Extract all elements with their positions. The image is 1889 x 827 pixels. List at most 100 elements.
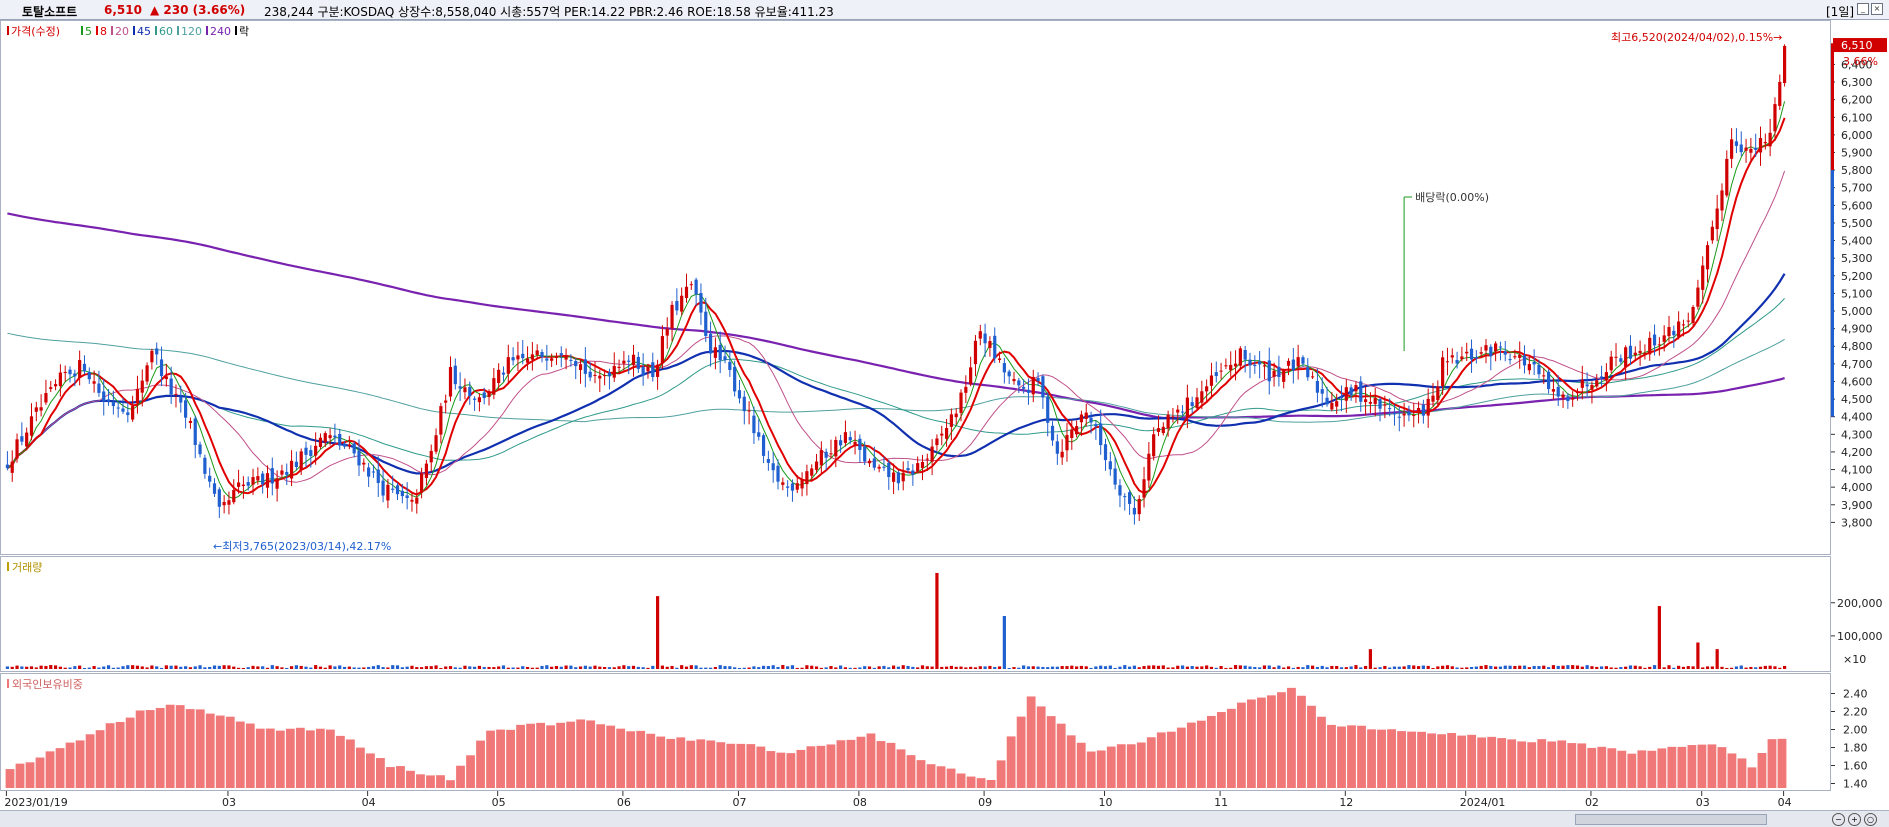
zoom-reset-icon[interactable]: ○ [1864, 813, 1877, 826]
x-tick-label: 03 [222, 796, 236, 809]
foreign-bar [325, 729, 335, 788]
volume-bar [1556, 665, 1560, 669]
price-pane[interactable]: 가격(수정) 5 8 20 45 60 120 240 락 최고6,520(2024/04/02)… [0, 20, 1831, 555]
candle [280, 464, 284, 480]
foreign-bar [1267, 695, 1276, 788]
y-tick-label: 6,000 [1841, 129, 1873, 142]
volume-bar [993, 666, 997, 669]
volume-bar [612, 667, 616, 669]
foreign-bar [1116, 744, 1126, 788]
candle [1152, 427, 1156, 461]
foreign-bar [1467, 734, 1477, 788]
foreign-bar [916, 760, 926, 788]
horizontal-scrollbar[interactable] [1575, 814, 1767, 825]
volume-bar [1754, 667, 1758, 669]
foreign-bar [986, 780, 996, 788]
foreign-bar [1287, 687, 1296, 788]
foreign-chart[interactable]: 외국인보유비중 [1, 674, 1830, 790]
x-tick-label: 2023/01/19 [4, 796, 67, 809]
volume-bar [545, 665, 549, 669]
volume-bar [1715, 649, 1719, 669]
candle [1725, 150, 1729, 198]
volume-bar [1730, 667, 1734, 669]
zoom-in-icon[interactable]: + [1848, 813, 1861, 826]
candle [1657, 337, 1661, 356]
volume-chart[interactable]: 거래량 [1, 557, 1830, 671]
foreign-pane[interactable]: 외국인보유비중 [0, 673, 1831, 791]
volume-bar [1643, 667, 1647, 669]
candle [1180, 405, 1185, 417]
candle [1710, 220, 1714, 244]
candle [1378, 397, 1382, 422]
foreign-bar [836, 740, 846, 788]
volume-bar [39, 665, 43, 669]
foreign-bar [25, 762, 35, 788]
candle [1127, 490, 1132, 515]
volume-bar [1195, 666, 1199, 669]
volume-bar [665, 666, 669, 669]
candle [472, 396, 477, 411]
volume-bar [347, 666, 351, 669]
last-price-box [1833, 38, 1887, 53]
volume-bar [728, 666, 732, 669]
volume-bar [362, 667, 366, 669]
candle [415, 489, 419, 514]
candle [786, 480, 790, 497]
ma-45-line [6, 273, 1786, 475]
foreign-bar [1297, 695, 1306, 788]
price-chart[interactable]: 가격(수정) 5 8 20 45 60 120 240 락 최고6,520(2024/04/02)… [1, 21, 1830, 554]
candle [1691, 305, 1695, 327]
candle [135, 375, 140, 414]
minimize-icon[interactable]: _ [1857, 3, 1869, 15]
period-selector[interactable]: [1일] [1826, 5, 1855, 19]
y-tick-label: 4,300 [1841, 428, 1873, 441]
candle [969, 356, 973, 387]
candle [1773, 97, 1777, 141]
foreign-bar [1036, 706, 1046, 788]
candle [800, 472, 804, 497]
x-tick-label: 10 [1099, 796, 1113, 809]
volume-bar [718, 665, 722, 669]
candle [906, 460, 910, 474]
candle [853, 430, 857, 455]
volume-bar [1402, 666, 1406, 669]
ma-120-line [7, 332, 1785, 423]
candle [1599, 365, 1604, 387]
high-annotation: 최고6,520(2024/04/02),0.15%→ [1611, 31, 1782, 44]
foreign-bar [716, 742, 726, 788]
candle [338, 428, 342, 450]
volume-pane[interactable]: 거래량 [0, 556, 1831, 672]
zoom-out-icon[interactable]: − [1832, 813, 1845, 826]
foreign-bar [896, 749, 906, 788]
candle [569, 354, 573, 367]
candle [1113, 456, 1117, 490]
candle [540, 349, 544, 363]
foreign-bar [315, 728, 325, 788]
volume-bar [1619, 667, 1623, 669]
current-price: 6,510 [104, 3, 142, 17]
foreign-bar [656, 736, 666, 788]
foreign-bar [906, 755, 916, 788]
foreign-bar [1216, 712, 1226, 788]
volume-bar [58, 666, 62, 669]
volume-bar [338, 665, 342, 669]
candle [627, 355, 631, 375]
candle [684, 273, 689, 303]
volume-bar [261, 666, 265, 669]
candle [550, 353, 554, 368]
volume-bar [1503, 665, 1507, 669]
candle [1344, 379, 1348, 413]
volume-bar [492, 667, 496, 669]
volume-bar [872, 667, 876, 669]
candle [492, 367, 496, 400]
volume-bar [1084, 666, 1088, 669]
volume-bar [5, 666, 10, 669]
foreign-bar [376, 758, 385, 788]
candle [111, 390, 115, 415]
candle [935, 434, 939, 451]
candle [367, 462, 371, 487]
candle [164, 363, 168, 387]
volume-bar [1127, 666, 1132, 669]
volume-bar [1518, 665, 1522, 669]
close-icon[interactable]: × [1871, 3, 1883, 15]
